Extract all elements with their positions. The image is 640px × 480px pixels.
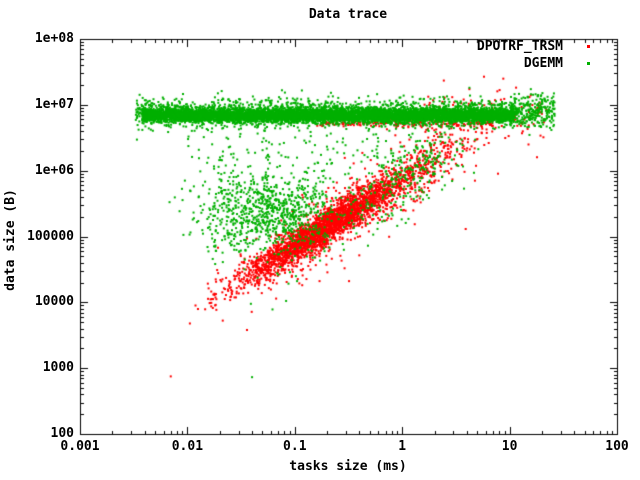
x-tick-label: 0.1 xyxy=(283,439,307,454)
y-tick-label: 100 xyxy=(50,426,74,441)
legend-marker xyxy=(587,45,590,48)
y-tick-label: 10000 xyxy=(34,294,74,310)
chart-title: Data trace xyxy=(308,7,388,22)
x-tick-label: 100 xyxy=(605,439,629,454)
x-tick-label: 0.01 xyxy=(171,439,204,454)
y-tick-label: 1e+08 xyxy=(34,31,74,46)
legend-label: DGEMM xyxy=(523,56,563,71)
x-tick-label: 10 xyxy=(501,439,518,454)
legend-label: DPOTRF_TRSM xyxy=(476,39,563,54)
y-tick-label: 1000 xyxy=(42,360,74,376)
legend-marker xyxy=(587,62,590,65)
y-tick-label: 1e+07 xyxy=(34,96,74,112)
y-tick-label: 1e+06 xyxy=(34,162,74,178)
y-tick-label: 100000 xyxy=(27,228,74,244)
x-axis-label: tasks size (ms) xyxy=(289,459,407,474)
x-tick-label: 1 xyxy=(398,439,407,454)
x-tick-label: 0.001 xyxy=(60,439,100,454)
